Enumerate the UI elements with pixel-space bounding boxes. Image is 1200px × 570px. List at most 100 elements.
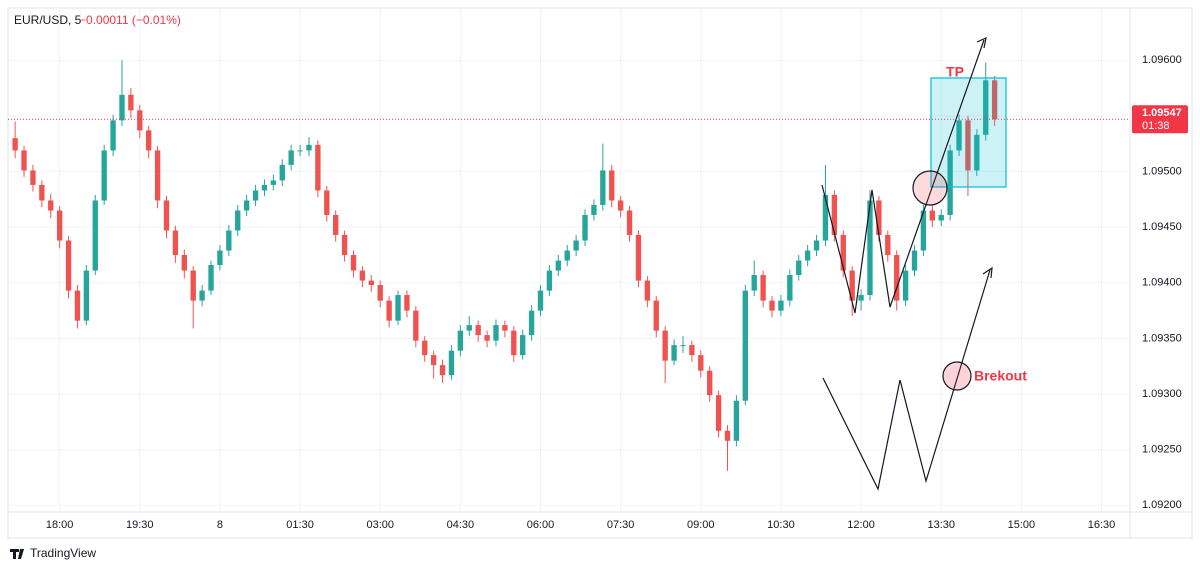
candle-body — [163, 200, 170, 231]
candle-body — [707, 370, 713, 396]
candle-body — [698, 355, 704, 371]
y-tick-label: 1.09200 — [1142, 499, 1182, 511]
candle-body — [938, 214, 944, 221]
candle-body — [626, 210, 633, 235]
candle-body — [546, 270, 553, 291]
candle-body — [110, 120, 116, 151]
candle-body — [537, 290, 544, 311]
candle-body — [190, 270, 196, 301]
grid — [8, 8, 1130, 512]
candle-body — [724, 430, 731, 441]
breakout-label: Brekout — [974, 368, 1027, 384]
candle-body — [12, 138, 18, 151]
candle-body — [199, 290, 205, 301]
candle-body — [368, 280, 374, 286]
x-tick-label: 12:00 — [847, 519, 875, 531]
candle-body — [457, 330, 464, 351]
y-tick-label: 1.09400 — [1142, 277, 1182, 289]
x-tick-label: 04:30 — [447, 519, 475, 531]
symbol-title: EUR/USD, 5 — [14, 13, 82, 27]
y-tick-label: 1.09450 — [1142, 221, 1182, 233]
x-tick-label: 19:30 — [126, 519, 154, 531]
chart-frame — [7, 7, 1193, 539]
bar-countdown: 01:38 — [1142, 120, 1170, 132]
candle-body — [404, 295, 410, 311]
candle-body — [466, 325, 472, 331]
candle-body — [751, 275, 757, 291]
x-tick-label: 15:00 — [1008, 519, 1036, 531]
candle-body — [448, 350, 455, 376]
candle-body — [733, 400, 740, 441]
candle-body — [573, 240, 579, 251]
candle-body — [635, 234, 642, 281]
candle-body — [306, 144, 312, 151]
candle-body — [288, 150, 294, 165]
candle-body — [439, 365, 446, 376]
candle-body — [858, 295, 864, 301]
candle-body — [30, 170, 36, 185]
candle-body — [769, 300, 775, 311]
candle-body — [974, 134, 980, 171]
candle-body — [511, 330, 517, 356]
candle-body — [591, 204, 597, 215]
candle-body — [226, 230, 232, 251]
marker-circle — [942, 361, 972, 391]
candle-body — [617, 200, 624, 211]
candle-body — [154, 150, 161, 201]
x-tick-label: 07:30 — [607, 519, 635, 531]
candle-body — [555, 260, 561, 271]
candle-body — [217, 250, 223, 266]
candle-body — [101, 150, 107, 201]
candle-body — [813, 240, 820, 251]
candle-body — [742, 290, 748, 401]
candle-body — [600, 170, 606, 205]
candle-body — [778, 300, 784, 311]
candle-body — [252, 190, 259, 201]
candle-body — [502, 325, 508, 331]
x-tick-label: 06:00 — [527, 519, 555, 531]
candle-body — [475, 325, 481, 336]
candle-body — [137, 110, 143, 131]
candle-body — [787, 275, 793, 301]
candle-body — [119, 94, 125, 121]
arrow-head — [982, 266, 993, 279]
w-pattern-lower — [822, 269, 991, 491]
candle-body — [493, 325, 499, 341]
candle-body — [911, 250, 918, 271]
candle-body — [83, 270, 90, 321]
candle-body — [377, 285, 383, 301]
y-tick-label: 1.09250 — [1142, 444, 1182, 456]
candle-body — [208, 265, 214, 291]
footer-brand: TradingView — [30, 546, 96, 560]
candle-body — [894, 254, 900, 301]
w-pattern-upper — [821, 39, 985, 314]
candle-body — [991, 80, 998, 120]
candle-body — [39, 184, 45, 201]
candle-body — [243, 200, 250, 211]
candle-body — [484, 335, 490, 341]
candle-body — [947, 150, 953, 215]
last-price-label: 1.09547 — [1142, 107, 1182, 119]
tp-box — [930, 77, 1007, 188]
candle-body — [146, 130, 152, 151]
y-tick-label: 1.09350 — [1142, 332, 1182, 344]
x-tick-label: 03:00 — [366, 519, 394, 531]
candle-body — [261, 184, 268, 191]
candle-body — [653, 300, 659, 331]
candle-body — [796, 260, 802, 276]
candle-body — [422, 340, 428, 356]
candle-body — [956, 120, 962, 151]
candle-body — [920, 210, 927, 251]
candle-body — [270, 180, 277, 185]
x-tick-label: 09:00 — [687, 519, 715, 531]
candle-body — [867, 200, 873, 296]
candle-body — [662, 330, 668, 361]
candle-body — [359, 270, 366, 281]
candle-body — [56, 210, 63, 241]
y-tick-label: 1.09600 — [1142, 54, 1182, 66]
candle-body — [235, 210, 241, 231]
x-tick-label: 16:30 — [1088, 519, 1116, 531]
x-tick-label: 10:30 — [767, 519, 795, 531]
candle-body — [181, 254, 187, 271]
